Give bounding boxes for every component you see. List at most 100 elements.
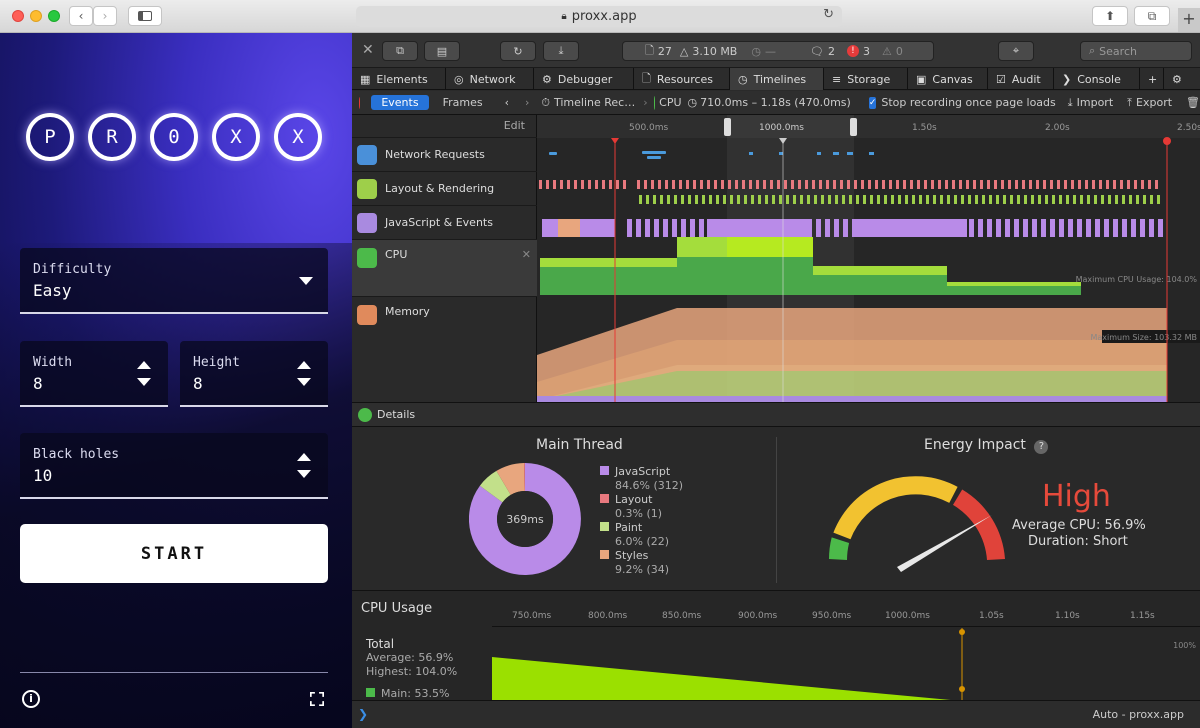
timeline-event-mark (690, 219, 695, 237)
increment-icon[interactable] (137, 361, 151, 369)
new-tab-button[interactable]: + (1178, 8, 1200, 32)
tab-timelines[interactable]: ◷ Timelines (730, 68, 824, 90)
timeline-event-mark (728, 180, 731, 189)
dock-bottom-button[interactable]: ▤ (424, 41, 460, 61)
timeline-graph[interactable]: 500.0ms 1000.0ms 1.50s 2.00s 2.50s (537, 115, 1200, 402)
close-inspector-icon[interactable]: ✕ (362, 42, 374, 58)
forward-button[interactable]: › (93, 6, 117, 26)
decrement-icon[interactable] (137, 378, 151, 386)
search-field[interactable]: ⌕ Search (1080, 41, 1192, 61)
cpu-icon (357, 248, 377, 268)
tab-elements[interactable]: ▦ Elements (352, 68, 446, 90)
timeline-event-mark (730, 195, 733, 204)
cpu-tick: 850.0ms (662, 611, 702, 621)
nav-back-icon[interactable]: ‹ (504, 96, 509, 109)
timeline-event-mark (1014, 219, 1019, 237)
timeline-event-mark (891, 195, 894, 204)
timeline-event-mark (542, 219, 558, 237)
decrement-icon[interactable] (297, 470, 311, 478)
difficulty-value: Easy (33, 281, 72, 300)
timeline-event-mark (882, 180, 885, 189)
legend-stat: 84.6% (312) (615, 479, 684, 492)
height-label: Height (193, 355, 240, 370)
quick-console[interactable]: ❯ Auto - proxx.app (352, 700, 1200, 728)
black-holes-stepper[interactable]: Black holes 10 (20, 433, 328, 499)
timeline-event-mark (875, 180, 878, 189)
row-network-requests[interactable]: Network Requests (352, 138, 537, 172)
difficulty-select[interactable]: Difficulty Easy (20, 248, 328, 314)
import-button[interactable]: Import (1076, 96, 1114, 109)
cpu-breadcrumb[interactable]: CPU (659, 96, 682, 109)
inspect-element-button[interactable]: ⌖ (998, 41, 1034, 61)
timeline-event-mark (567, 180, 570, 189)
stop-recording-checkbox[interactable]: ✓ (868, 96, 877, 109)
reload-page-button[interactable]: ↻ (500, 41, 536, 61)
row-layout-rendering[interactable]: Layout & Rendering (352, 172, 537, 206)
row-javascript-events[interactable]: JavaScript & Events (352, 206, 537, 240)
timeline-event-mark (679, 180, 682, 189)
trash-icon[interactable]: 🗑︎ (1186, 96, 1200, 109)
timeline-event-mark (1141, 180, 1144, 189)
info-icon[interactable]: i (22, 690, 40, 708)
new-tab-icon[interactable]: + (1140, 68, 1164, 90)
audit-icon: ☑ (996, 72, 1006, 86)
range-handle-right (850, 118, 857, 136)
tab-storage[interactable]: ≡ Storage (824, 68, 908, 90)
settings-icon[interactable]: ⚙︎ (1172, 72, 1182, 86)
download-archive-button[interactable]: ⤓ (543, 41, 579, 61)
close-row-icon[interactable]: ✕ (521, 248, 531, 261)
resource-summary[interactable]: 🗋︎ 27 △ 3.10 MB ◷ — 🗨︎ 2 ! 3 ⚠︎ 0 (622, 41, 934, 61)
console-target-select[interactable]: Auto - proxx.app (1092, 708, 1184, 721)
timeline-event-mark (987, 180, 990, 189)
recording-breadcrumb[interactable]: Timeline Rec… (553, 96, 636, 109)
timeline-event-mark (1015, 180, 1018, 189)
cpu-usage-area (540, 237, 1081, 295)
minimize-window-button[interactable] (30, 10, 42, 22)
increment-icon[interactable] (297, 361, 311, 369)
legend-name: Layout (615, 493, 653, 506)
legend-stat: 0.3% (1) (615, 507, 663, 520)
timeline-event-mark (910, 180, 913, 189)
increment-icon[interactable] (297, 453, 311, 461)
share-button[interactable]: ⬆︎ (1092, 6, 1128, 26)
tab-canvas[interactable]: ▣ Canvas (908, 68, 988, 90)
edit-button[interactable]: Edit (503, 119, 525, 132)
tab-resources[interactable]: 🗋︎ Resources (634, 68, 730, 90)
row-memory[interactable]: Memory (352, 297, 537, 402)
detach-window-button[interactable]: ⧉ (382, 41, 418, 61)
zoom-window-button[interactable] (48, 10, 60, 22)
timeline-event-mark (954, 195, 957, 204)
timeline-event-mark (1115, 195, 1118, 204)
tab-network[interactable]: ◎ Network (446, 68, 534, 90)
back-button[interactable]: ‹ (69, 6, 93, 26)
inspector-toolbar: ✕ ⧉ ▤ ↻ ⤓ 🗋︎ 27 △ 3.10 MB ◷ — 🗨︎ 2 ! 3 ⚠︎ 0 ⌖ … (352, 33, 1200, 68)
timeline-event-mark (1149, 219, 1154, 237)
row-cpu[interactable]: CPU ✕ (352, 240, 537, 297)
tab-debugger[interactable]: ⚙︎ Debugger (534, 68, 634, 90)
decrement-icon[interactable] (297, 378, 311, 386)
close-window-button[interactable] (12, 10, 24, 22)
record-button[interactable] (359, 96, 361, 109)
tab-audit[interactable]: ☑ Audit (988, 68, 1054, 90)
sidebar-toggle-button[interactable] (128, 6, 162, 26)
import-icon: ⤓ (1067, 95, 1073, 109)
export-button[interactable]: Export (1136, 96, 1173, 109)
timeline-event-mark (1017, 195, 1020, 204)
energy-title-text: Energy Impact (924, 437, 1026, 453)
timeline-event-mark (919, 195, 922, 204)
tabs-overview-button[interactable]: ⧉ (1134, 6, 1170, 26)
nav-forward-icon[interactable]: › (524, 96, 530, 109)
reload-icon[interactable]: ↻ (823, 7, 834, 22)
address-bar[interactable]: 🔒︎ proxx.app ↻ (356, 6, 842, 27)
frames-toggle[interactable]: Frames (442, 96, 483, 109)
timeline-event-mark (847, 180, 850, 189)
timeline-event-mark (758, 195, 761, 204)
start-button[interactable]: START (20, 524, 328, 583)
height-stepper[interactable]: Height 8 (180, 341, 328, 407)
tab-console[interactable]: ❯ Console (1054, 68, 1140, 90)
help-icon[interactable]: ? (1034, 440, 1049, 454)
width-stepper[interactable]: Width 8 (20, 341, 168, 407)
legend-item: Layout (600, 493, 683, 507)
events-toggle[interactable]: Events (371, 95, 429, 110)
timeline-event-mark (1122, 195, 1125, 204)
